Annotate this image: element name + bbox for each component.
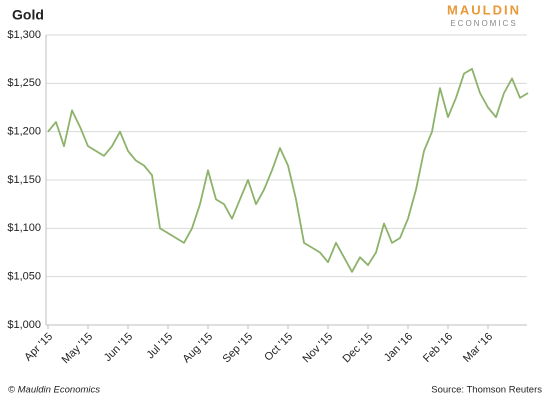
x-tick-label: Feb '16 [421,331,455,365]
x-tick-label: Jul '15 [144,331,175,362]
x-tick-label: Jan '16 [382,331,415,364]
y-tick-label: $1,200 [7,126,41,138]
x-tick-label: May '15 [60,331,95,366]
source: Source: Thomson Reuters [431,385,542,396]
y-tick-label: $1,050 [7,271,41,283]
price-line [47,67,529,273]
y-tick-label: $1,100 [7,222,41,234]
logo-top: MAULDIN [447,2,521,17]
credit: © Mauldin Economics [8,385,100,396]
logo-bottom: ECONOMICS [450,19,517,28]
x-tick-label: Dec '15 [341,331,376,366]
x-tick-label: Oct '15 [262,331,295,364]
y-tick-label: $1,000 [7,319,41,331]
x-tick-label: Apr '15 [22,331,55,364]
x-tick-label: Mar '16 [461,331,495,365]
x-tick-label: Sep '15 [221,331,256,366]
x-tick-label: Jun '15 [102,331,135,364]
y-tick-label: $1,300 [7,29,41,41]
x-tick-label: Nov '15 [301,331,336,366]
chart-title: Gold [12,7,44,23]
y-tick-label: $1,250 [7,77,41,89]
y-tick-label: $1,150 [7,174,41,186]
x-tick-label: Aug '15 [181,331,216,366]
